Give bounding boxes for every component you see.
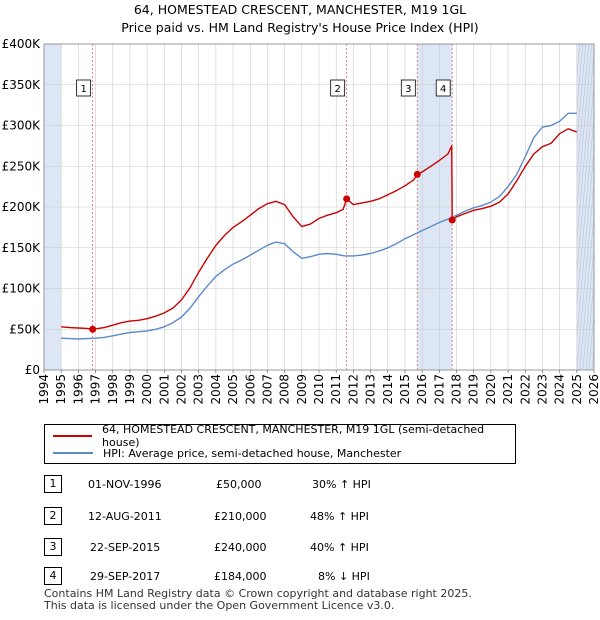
sale-label: 4	[440, 84, 446, 95]
chart-legend: 64, HOMESTEAD CRESCENT, MANCHESTER, M19 …	[44, 423, 516, 464]
series-line-hpi	[61, 112, 577, 340]
sale-price: £50,000	[216, 478, 262, 491]
sale-label: 2	[334, 84, 340, 95]
sale-row: 3 22-SEP-2015 £240,000 40% ↑ HPI	[0, 538, 600, 558]
sale-number-badge: 4	[44, 567, 62, 585]
footer-attribution: Contains HM Land Registry data © Crown c…	[44, 588, 472, 612]
sale-row: 4 29-SEP-2017 £184,000 8% ↓ HPI	[0, 567, 600, 587]
sale-price: £210,000	[214, 510, 267, 523]
sale-price: £240,000	[214, 541, 267, 554]
sale-label: 1	[80, 84, 86, 95]
price-chart: 1 2 3 4 £0 £50K £100K £150K £200K £250K £300K £350K…	[2, 37, 600, 405]
x-tick-label: 1994	[37, 374, 51, 405]
y-tick-label: £300K	[2, 119, 42, 133]
sale-point	[343, 195, 351, 203]
x-tick-label: 2002	[175, 374, 189, 405]
hatch-line	[576, 44, 590, 178]
x-tick-label: 2011	[329, 374, 343, 405]
x-tick-label: 2020	[484, 374, 498, 405]
sale-hpi-change: 48% ↑ HPI	[310, 510, 369, 523]
chart-title-line1: 64, HOMESTEAD CRESCENT, MANCHESTER, M19 …	[133, 2, 467, 17]
sale-point	[448, 216, 456, 224]
x-tick-label: 2013	[364, 374, 378, 405]
hatch-line	[576, 44, 593, 211]
y-tick-label: £400K	[2, 37, 42, 51]
hatch-line	[595, 44, 600, 370]
y-tick-label: £250K	[2, 159, 42, 173]
x-tick-label: 2012	[346, 374, 360, 405]
sale-number-badge: 1	[44, 475, 62, 493]
legend-label-property: 64, HOMESTEAD CRESCENT, MANCHESTER, M19 …	[102, 423, 485, 449]
hatch-line	[585, 277, 594, 370]
x-tick-label: 2023	[535, 374, 549, 405]
x-tick-label: 2017	[432, 374, 446, 405]
x-tick-label: 1998	[106, 374, 120, 405]
x-tick-label: 2006	[243, 374, 257, 405]
x-tick-label: 2010	[312, 374, 326, 405]
sale-label-box	[330, 79, 346, 97]
x-tick-label: 2016	[415, 374, 429, 405]
footer-line-1: Contains HM Land Registry data © Crown c…	[44, 587, 472, 600]
legend-swatch-hpi	[53, 452, 93, 454]
sale-point	[89, 325, 97, 333]
sale-point	[413, 170, 421, 178]
sale-number-badge: 3	[44, 538, 62, 556]
x-tick-label: 2014	[381, 374, 395, 405]
x-tick-label: 2009	[295, 374, 309, 405]
y-tick-label: £0	[25, 363, 40, 377]
y-tick-label: £150K	[2, 241, 42, 255]
x-tick-label: 2026	[587, 374, 600, 405]
x-tick-label: 2025	[570, 374, 584, 405]
x-tick-label: 2021	[501, 374, 515, 405]
y-tick-label: £50K	[9, 322, 41, 336]
y-tick-label: £100K	[2, 282, 42, 296]
x-tick-label: 2008	[278, 374, 292, 405]
sale-date: 01-NOV-1996	[88, 478, 162, 491]
sale-label-box	[400, 79, 416, 97]
chart-title-line2: Price paid vs. HM Land Registry's House …	[121, 20, 479, 35]
x-tick-label: 2000	[140, 374, 154, 405]
y-tick-label: £200K	[2, 200, 42, 214]
x-tick-label: 1995	[54, 374, 68, 405]
x-tick-label: 2003	[192, 374, 206, 405]
x-tick-label: 2005	[226, 374, 240, 405]
x-tick-label: 2024	[553, 374, 567, 405]
sale-hpi-change: 8% ↓ HPI	[318, 570, 370, 583]
hatch-line	[582, 245, 594, 370]
series-line-property	[61, 128, 578, 330]
x-tick-label: 2022	[518, 374, 532, 405]
legend-label-hpi: HPI: Average price, semi-detached house,…	[103, 446, 402, 460]
x-tick-label: 2007	[260, 374, 274, 405]
hatch-line	[576, 44, 587, 146]
sale-date: 22-SEP-2015	[90, 541, 161, 554]
sale-label-box	[76, 79, 92, 97]
sale-hpi-change: 30% ↑ HPI	[312, 478, 371, 491]
legend-swatch-property	[53, 435, 93, 437]
x-tick-label: 2004	[209, 374, 223, 405]
x-tick-label: 1999	[123, 374, 137, 405]
x-tick-label: 1996	[71, 374, 85, 405]
legend-item-hpi: HPI: Average price, semi-detached house,…	[53, 445, 401, 461]
sale-number-badge: 2	[44, 507, 62, 525]
hatch-line	[576, 44, 584, 113]
x-tick-label: 2018	[450, 374, 464, 405]
sale-hpi-change: 40% ↑ HPI	[310, 541, 369, 554]
y-tick-label: £350K	[2, 78, 42, 92]
sale-date: 29-SEP-2017	[90, 570, 161, 583]
x-tick-label: 2015	[398, 374, 412, 405]
sale-date: 12-AUG-2011	[88, 510, 162, 523]
sale-row: 1 01-NOV-1996 £50,000 30% ↑ HPI	[0, 475, 600, 495]
x-tick-label: 2001	[157, 374, 171, 405]
sale-label-box	[435, 79, 451, 97]
sale-price: £184,000	[214, 570, 267, 583]
sale-label: 3	[405, 84, 411, 95]
sale-row: 2 12-AUG-2011 £210,000 48% ↑ HPI	[0, 507, 600, 527]
x-tick-label: 1997	[89, 374, 103, 405]
legend-item-property: 64, HOMESTEAD CRESCENT, MANCHESTER, M19 …	[53, 423, 515, 449]
hatch-line	[579, 212, 594, 370]
x-tick-label: 2019	[467, 374, 481, 405]
footer-line-2: This data is licensed under the Open Gov…	[44, 599, 395, 612]
